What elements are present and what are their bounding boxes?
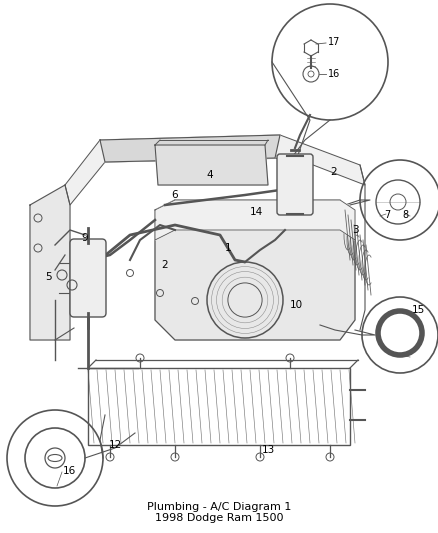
Text: 16: 16 [63,466,76,476]
FancyBboxPatch shape [277,154,313,215]
Text: 15: 15 [412,305,425,315]
Text: 2: 2 [162,260,168,270]
Text: 13: 13 [261,445,275,455]
Text: 14: 14 [250,207,263,217]
Text: 1998 Dodge Ram 1500: 1998 Dodge Ram 1500 [155,513,283,523]
Text: 9: 9 [82,233,88,243]
Text: 2: 2 [330,167,337,177]
Text: 5: 5 [45,272,52,282]
Text: Plumbing - A/C Diagram 1: Plumbing - A/C Diagram 1 [147,502,291,512]
Polygon shape [30,185,70,340]
Text: 7: 7 [384,210,390,220]
Polygon shape [155,200,355,240]
Polygon shape [155,145,268,185]
Text: 3: 3 [352,225,358,235]
Text: 1: 1 [225,243,231,253]
FancyBboxPatch shape [70,239,106,317]
Text: 12: 12 [108,440,122,450]
Text: 16: 16 [328,69,340,79]
Polygon shape [100,135,280,162]
Text: 6: 6 [172,190,178,200]
Text: 4: 4 [207,170,213,180]
Polygon shape [65,135,365,205]
Text: 10: 10 [290,300,303,310]
Text: 8: 8 [402,210,408,220]
Text: 17: 17 [328,37,340,47]
Polygon shape [155,200,355,340]
